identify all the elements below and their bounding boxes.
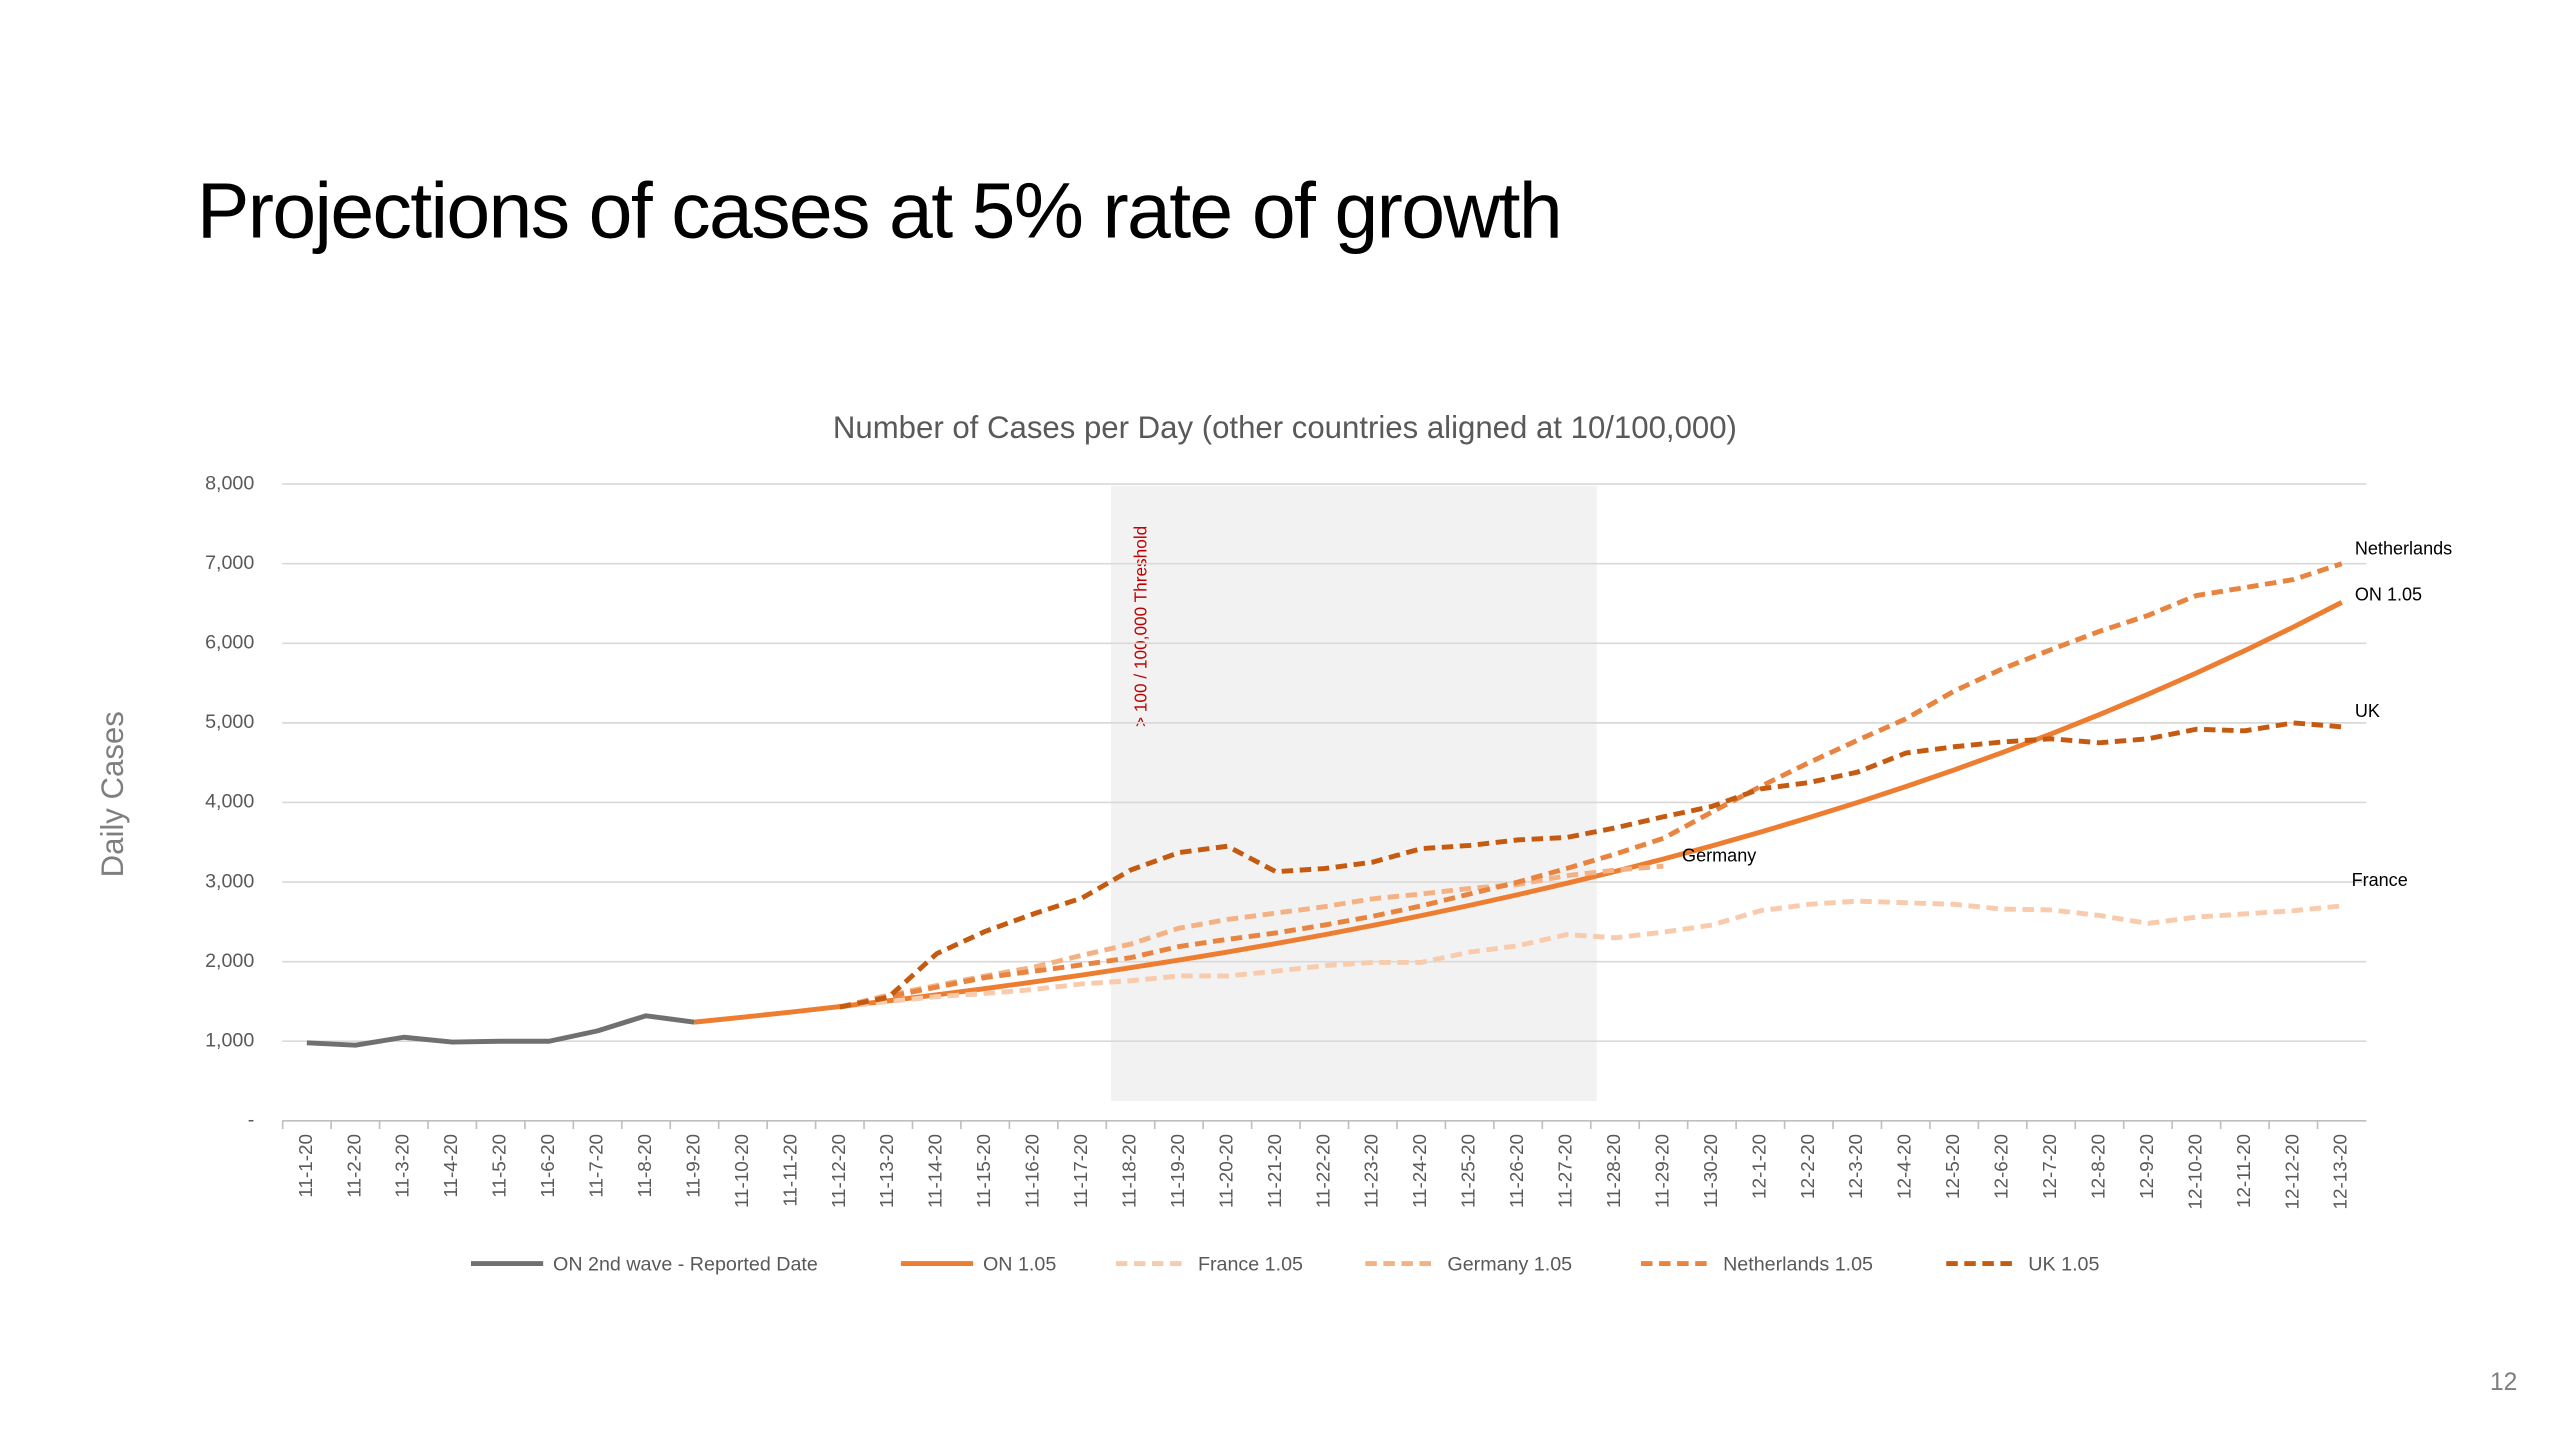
- x-tick-label: 11-23-20: [1361, 1134, 1382, 1208]
- y-tick-label: 5,000: [205, 711, 254, 733]
- x-tick-label: 11-10-20: [731, 1134, 752, 1208]
- x-tick-label: 12-5-20: [1942, 1134, 1963, 1199]
- x-tick-label: 11-3-20: [392, 1134, 413, 1198]
- x-tick-label: 12-13-20: [2330, 1134, 2351, 1210]
- page-number: 12: [2490, 1369, 2517, 1396]
- threshold-label: > 100 / 100,000 Threshold: [1131, 526, 1151, 727]
- y-tick-label: -: [248, 1109, 255, 1131]
- x-tick-label: 11-30-20: [1700, 1134, 1721, 1208]
- series-line: [839, 561, 2343, 1010]
- x-tick-label: 11-21-20: [1264, 1134, 1285, 1208]
- x-tick-label: 12-2-20: [1797, 1134, 1818, 1199]
- chart-title: Number of Cases per Day (other countries…: [833, 410, 1737, 445]
- x-tick-label: 12-10-20: [2184, 1134, 2205, 1210]
- x-tick-label: 11-14-20: [925, 1134, 946, 1208]
- x-tick-label: 11-8-20: [634, 1134, 655, 1198]
- x-tick-label: 12-3-20: [1845, 1134, 1866, 1199]
- x-tick-label: 11-2-20: [343, 1134, 364, 1198]
- x-tick-label: 12-11-20: [2233, 1134, 2254, 1208]
- x-tick-label: 11-28-20: [1603, 1134, 1624, 1208]
- x-tick-label: 11-4-20: [440, 1134, 461, 1198]
- series-line: [306, 1013, 695, 1048]
- series-line: [839, 720, 2342, 1010]
- y-tick-label: 1,000: [205, 1029, 254, 1051]
- annotation: ON 1.05: [2355, 584, 2422, 604]
- x-tick-label: 12-6-20: [1991, 1134, 2012, 1199]
- x-tick-label: 11-22-20: [1312, 1134, 1333, 1208]
- x-tick-label: 11-17-20: [1070, 1134, 1091, 1208]
- series-line: [839, 863, 1664, 1010]
- x-tick-label: 12-9-20: [2136, 1134, 2157, 1199]
- threshold-region: [1110, 485, 1597, 1102]
- annotation: UK: [2355, 701, 2380, 721]
- x-tick-label: 12-8-20: [2087, 1134, 2108, 1199]
- x-tick-label: 11-16-20: [1022, 1134, 1043, 1208]
- series-line: [694, 600, 2343, 1025]
- legend-label: ON 1.05: [983, 1253, 1056, 1275]
- slide-title: Projections of cases at 5% rate of growt…: [197, 166, 1561, 254]
- x-tick-label: 12-12-20: [2281, 1134, 2302, 1210]
- legend-label: ON 2nd wave - Reported Date: [553, 1253, 818, 1275]
- x-tick-label: 11-26-20: [1506, 1134, 1527, 1208]
- x-tick-label: 11-11-20: [779, 1134, 800, 1207]
- x-tick-label: 11-18-20: [1118, 1134, 1139, 1208]
- x-tick-label: 11-12-20: [828, 1134, 849, 1208]
- x-tick-label: 11-6-20: [537, 1134, 558, 1198]
- y-tick-label: 3,000: [205, 870, 254, 892]
- x-tick-label: 12-7-20: [2039, 1134, 2060, 1199]
- y-tick-label: 8,000: [205, 472, 254, 494]
- x-tick-label: 11-13-20: [876, 1134, 897, 1208]
- x-tick-label: 11-1-20: [295, 1134, 316, 1198]
- annotation: Germany: [1682, 845, 1756, 865]
- x-tick-label: 11-27-20: [1555, 1134, 1576, 1208]
- annotation: France: [2352, 870, 2408, 890]
- y-tick-label: 4,000: [205, 791, 254, 813]
- x-tick-label: 11-20-20: [1215, 1134, 1236, 1208]
- y-tick-label: 2,000: [205, 950, 254, 972]
- legend-label: Germany 1.05: [1447, 1253, 1572, 1275]
- x-tick-label: 11-29-20: [1651, 1134, 1672, 1208]
- x-tick-label: 11-7-20: [586, 1134, 607, 1198]
- legend-label: UK 1.05: [2028, 1253, 2099, 1275]
- legend-label: Netherlands 1.05: [1723, 1253, 1873, 1275]
- x-tick-label: 12-1-20: [1748, 1134, 1769, 1199]
- x-tick-label: 11-9-20: [682, 1134, 703, 1198]
- x-tick-label: 11-5-20: [489, 1134, 510, 1198]
- x-tick-label: 12-4-20: [1894, 1134, 1915, 1199]
- legend-label: France 1.05: [1198, 1253, 1303, 1275]
- x-tick-label: 11-19-20: [1167, 1134, 1188, 1208]
- x-tick-label: 11-15-20: [973, 1134, 994, 1208]
- y-axis-title: Daily Cases: [95, 711, 130, 877]
- y-tick-label: 6,000: [205, 631, 254, 653]
- x-tick-label: 11-25-20: [1458, 1134, 1479, 1208]
- y-tick-label: 7,000: [205, 552, 254, 574]
- x-tick-label: 11-24-20: [1409, 1134, 1430, 1208]
- annotation: Netherlands: [2355, 539, 2452, 559]
